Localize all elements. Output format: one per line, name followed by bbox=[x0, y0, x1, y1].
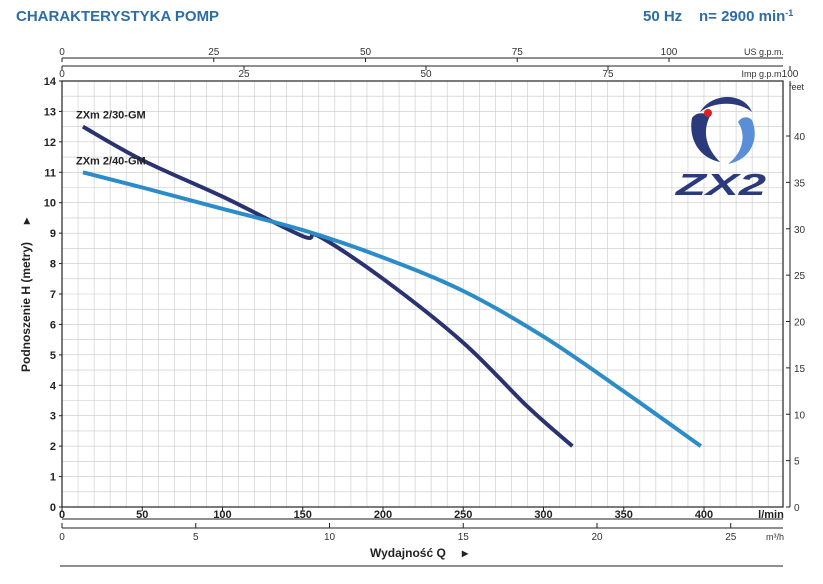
x-tick-label: 100 bbox=[213, 509, 231, 521]
m3h-tick-label: 5 bbox=[193, 532, 199, 543]
us-gpm-tick-label: 75 bbox=[512, 47, 524, 58]
feet-tick-label: 15 bbox=[794, 364, 806, 375]
logo-symbol bbox=[691, 97, 755, 164]
y-tick-label: 1 bbox=[50, 472, 56, 484]
x-unit-label: l/min bbox=[758, 509, 784, 521]
frequency-label: 50 Hz bbox=[643, 8, 683, 25]
feet-tick-label: 35 bbox=[794, 178, 806, 189]
feet-tick-label: 10 bbox=[794, 410, 806, 421]
y-tick-label: 3 bbox=[50, 411, 56, 423]
feet-tick-label: 20 bbox=[794, 318, 806, 329]
us-gpm-unit-label: US g.p.m. bbox=[744, 47, 784, 57]
imp-gpm-tick-label: 100 bbox=[782, 69, 799, 80]
x-tick-label: 200 bbox=[374, 509, 392, 521]
y-tick-label: 9 bbox=[50, 228, 56, 240]
imp-gpm-unit-label: Imp g.p.m. bbox=[741, 69, 784, 79]
y-tick-label: 8 bbox=[50, 259, 56, 271]
y-tick-label: 0 bbox=[50, 502, 56, 514]
series-line-2 bbox=[82, 170, 702, 448]
speed-label: n= 2900 min-1 bbox=[699, 8, 793, 25]
x-axis-arrow: ▸ bbox=[461, 546, 469, 560]
logo-swirl-light bbox=[728, 117, 755, 164]
logo-text: ZX2 bbox=[674, 167, 766, 202]
x-tick-label: 400 bbox=[695, 509, 713, 521]
imp-gpm-tick-label: 0 bbox=[59, 69, 65, 80]
us-gpm-tick-label: 50 bbox=[360, 47, 372, 58]
x-tick-label: 150 bbox=[294, 509, 312, 521]
feet-tick-label: 40 bbox=[794, 132, 806, 143]
page-title: CHARAKTERYSTYKA POMP bbox=[16, 8, 220, 25]
y-axis-arrow: ▸ bbox=[19, 217, 33, 225]
feet-tick-label: 5 bbox=[794, 457, 800, 468]
imp-gpm-tick-label: 25 bbox=[238, 69, 250, 80]
feet-unit-label: feet bbox=[789, 82, 805, 92]
speed-value: n= 2900 min bbox=[699, 8, 786, 25]
y-tick-label: 14 bbox=[44, 76, 57, 88]
series-line-1 bbox=[81, 124, 574, 448]
x-axis-title: Wydajność Q bbox=[370, 546, 446, 560]
m3h-unit-label: m³/h bbox=[766, 532, 784, 542]
logo-dot bbox=[704, 109, 712, 117]
speed-exponent: -1 bbox=[785, 8, 794, 18]
y-tick-label: 5 bbox=[50, 350, 56, 362]
m3h-tick-label: 25 bbox=[725, 532, 737, 543]
imp-gpm-tick-label: 75 bbox=[602, 69, 614, 80]
m3h-tick-label: 20 bbox=[591, 532, 603, 543]
m3h-tick-label: 15 bbox=[458, 532, 470, 543]
us-gpm-tick-label: 25 bbox=[208, 47, 220, 58]
x-tick-label: 50 bbox=[136, 509, 148, 521]
logo-swirl-dark bbox=[691, 113, 720, 162]
y-tick-label: 6 bbox=[50, 319, 56, 331]
series-label-2: ZXm 2/40-GM bbox=[76, 155, 146, 167]
y-tick-label: 13 bbox=[44, 106, 56, 118]
imp-gpm-tick-label: 50 bbox=[420, 69, 432, 80]
x-tick-label: 300 bbox=[534, 509, 552, 521]
y-tick-label: 2 bbox=[50, 441, 56, 453]
y-tick-label: 7 bbox=[50, 289, 56, 301]
x-tick-label: 350 bbox=[615, 509, 633, 521]
series-label-1: ZXm 2/30-GM bbox=[76, 110, 146, 122]
y-tick-label: 11 bbox=[44, 167, 56, 179]
feet-tick-label: 25 bbox=[794, 271, 806, 282]
x-tick-label: 250 bbox=[454, 509, 472, 521]
x-tick-label: 0 bbox=[59, 509, 65, 521]
y-axis-title: Podnoszenie H (metry) bbox=[19, 242, 33, 372]
y-tick-label: 10 bbox=[44, 198, 56, 210]
grid bbox=[62, 81, 783, 507]
logo-arc-top bbox=[700, 97, 752, 112]
y-tick-label: 4 bbox=[50, 380, 57, 392]
series-group: ZXm 2/30-GM ZXm 2/40-GM bbox=[76, 110, 702, 448]
us-gpm-tick-label: 100 bbox=[661, 47, 678, 58]
m3h-tick-label: 0 bbox=[59, 532, 65, 543]
y-tick-label: 12 bbox=[44, 137, 56, 149]
zx2-logo: ZX2 bbox=[674, 97, 766, 202]
m3h-tick-label: 10 bbox=[324, 532, 336, 543]
us-gpm-tick-label: 0 bbox=[59, 47, 65, 58]
feet-tick-label: 0 bbox=[794, 503, 800, 514]
feet-tick-label: 30 bbox=[794, 225, 806, 236]
